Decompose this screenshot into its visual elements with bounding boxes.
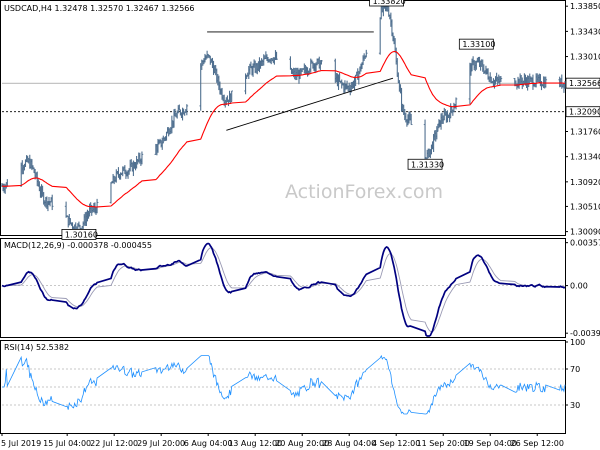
x-tick-label: 5 Jul 2019 [1, 439, 41, 448]
x-tick-label: 15 Jul 04:00 [43, 439, 91, 448]
annotation-box [407, 158, 443, 170]
price-trendlines [207, 31, 394, 131]
price-y-tick-label: 1.30090 [570, 228, 600, 237]
price-y-tick-label: 1.31340 [570, 153, 600, 162]
x-tick-label: 4 Sep 12:00 [372, 439, 420, 448]
x-tick-label: 19 Sep 04:00 [464, 439, 517, 448]
x-axis: 5 Jul 2019 15 Jul 04:00 22 Jul 12:00 29 Jul… [1, 433, 564, 448]
price-y-axis: 1.33850 1.33430 1.33010 1.31760 1.31340 1.309… [565, 2, 600, 237]
macd-title: MACD(12,26,9) -0.000378 -0.000455 [4, 241, 152, 250]
x-tick-label: 6 Aug 04:00 [184, 439, 233, 448]
rsi-y-tick-label: 30 [570, 401, 580, 410]
price-y-tick-label: 1.33010 [570, 53, 600, 62]
price-y-tick-label: 1.30510 [570, 202, 600, 211]
price-moving-average [1, 50, 566, 208]
x-tick-label: 28 Aug 04:00 [322, 439, 376, 448]
rsi-title: RSI(14) 52.5382 [4, 343, 69, 352]
x-tick-label: 26 Sep 12:00 [511, 439, 564, 448]
annotation-label: 1.33820 [373, 0, 406, 6]
price-y-tick-label: 1.33850 [570, 2, 600, 11]
macd-panel [0, 238, 566, 338]
macd-signal-line [1, 247, 566, 333]
support-label: 1.32090 [569, 108, 600, 117]
x-tick-label: 13 Aug 12:00 [228, 439, 282, 448]
annotation-box [369, 0, 404, 7]
macd-y-tick-label: 0.00 [570, 282, 588, 291]
annotation-label: 1.31330 [411, 160, 444, 169]
trendline-lower [226, 77, 394, 131]
price-y-tick-label: 1.30920 [570, 178, 600, 187]
price-grid [2, 82, 565, 113]
macd-y-tick-label: 0.003579 [570, 239, 600, 248]
x-tick-label: 29 Jul 20:00 [137, 439, 185, 448]
rsi-y-tick-label: 100 [570, 338, 585, 347]
x-tick-label: 20 Aug 20:00 [275, 439, 329, 448]
watermark: ActionForex.com [285, 181, 443, 203]
macd-y-tick-label: -0.003966 [570, 329, 600, 338]
annotation-box [61, 229, 97, 240]
annotation-label: 1.33100 [462, 40, 495, 49]
rsi-y-tick-label: 70 [570, 365, 580, 374]
annotation-box [458, 38, 494, 50]
rsi-y-axis: 100 70 30 [565, 338, 585, 410]
x-tick-label: 11 Sep 20:00 [417, 439, 470, 448]
price-y-tick-label: 1.31760 [570, 127, 600, 136]
current-price-label: 1.32566 [569, 79, 600, 88]
price-title: USDCAD,H4 1.32478 1.32570 1.32467 1.3256… [4, 4, 194, 13]
rsi-line [2, 354, 566, 415]
price-annotations: 1.30160 1.33820 1.31330 1.33100 [61, 0, 495, 240]
support-box [565, 106, 600, 118]
price-y-tick-label: 1.33430 [570, 27, 600, 36]
price-panel [0, 0, 566, 236]
macd-y-axis: 0.003579 0.00 -0.003966 [565, 239, 600, 338]
x-tick-label: 22 Jul 12:00 [90, 439, 138, 448]
macd-main-line [1, 242, 566, 337]
rsi-grid [2, 368, 565, 406]
moving-average-line [1, 50, 566, 208]
rsi-line-path [2, 354, 566, 415]
current-price-box [565, 77, 600, 89]
annotation-label: 1.30160 [65, 230, 98, 239]
macd-lines [1, 242, 566, 337]
